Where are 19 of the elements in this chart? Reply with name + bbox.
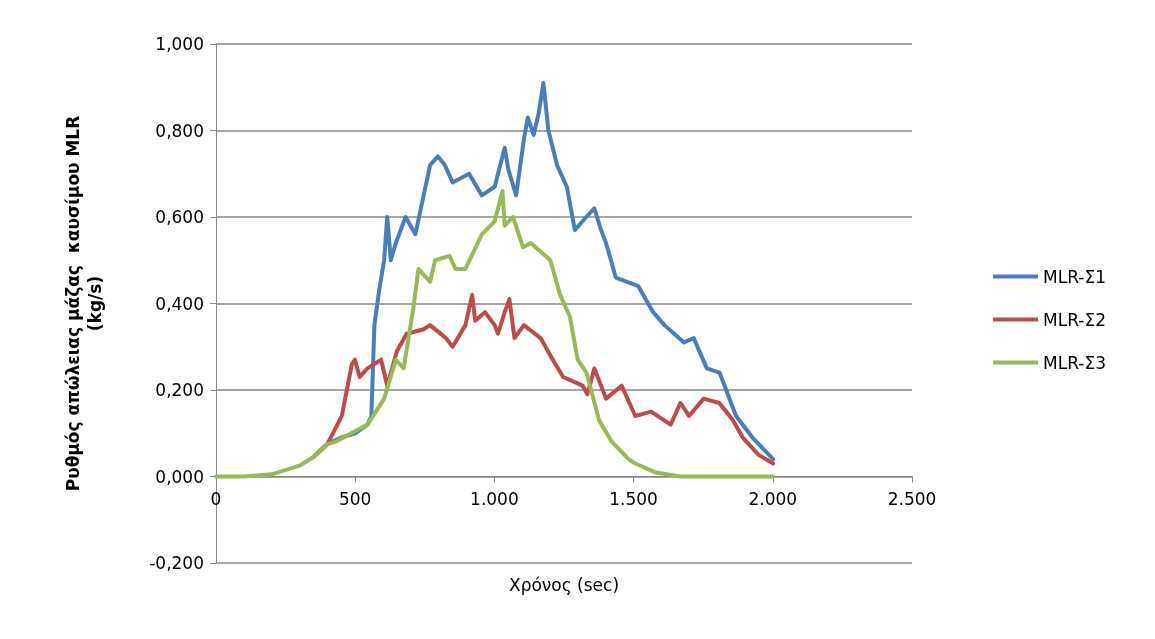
x-tick-label: 1.000: [470, 489, 519, 509]
y-tick-label: 0,800: [155, 120, 204, 141]
x-tick-label: 1.500: [609, 489, 658, 509]
x-axis-title: Χρόνος (sec): [508, 575, 620, 595]
legend-label: MLR-Σ3: [1043, 352, 1106, 373]
x-tick-label: 2.500: [887, 489, 937, 509]
x-tick-label: 0: [210, 489, 222, 509]
y-tick-label: 0,000: [155, 466, 204, 487]
line-series: [214, 189, 776, 479]
x-tick-label: 2.000: [748, 489, 798, 509]
legend-label: MLR-Σ1: [1043, 266, 1106, 287]
legend-label: MLR-Σ2: [1043, 309, 1106, 330]
y-tick-label: -0,200: [149, 553, 204, 573]
y-tick-label: 0,400: [155, 293, 204, 314]
y-tick-label: 1,000: [155, 34, 204, 54]
y-tick-label: 0,600: [155, 207, 204, 227]
y-axis-title: Ρυθμός απώλειας μάζας καυσίμου MLR (kg/s): [63, 115, 105, 492]
y-tick-label: 0,200: [155, 380, 204, 400]
x-tick-label: 500: [338, 489, 372, 509]
